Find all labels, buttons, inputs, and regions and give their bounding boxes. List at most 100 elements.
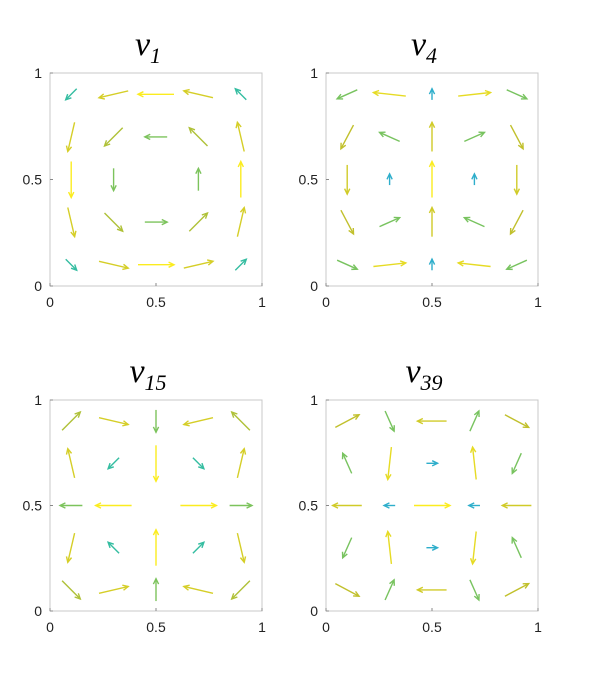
arrow-shaft <box>506 259 528 270</box>
arrow <box>428 87 436 100</box>
arrow-shaft <box>183 585 214 594</box>
arrow <box>229 502 254 509</box>
x-tick-label: 0.5 <box>422 619 442 635</box>
arrow <box>467 502 480 509</box>
arrow <box>426 544 440 551</box>
arrow-head <box>371 89 380 97</box>
arrow-head <box>152 475 160 483</box>
arrow-head <box>341 451 348 460</box>
arrow-shaft <box>234 88 247 101</box>
arrow-head <box>469 558 477 566</box>
y-tick-label: 0 <box>34 278 42 294</box>
arrow-shaft <box>340 124 355 150</box>
arrow-head <box>399 260 408 267</box>
arrow <box>237 159 245 198</box>
arrow <box>143 133 168 141</box>
y-tick-label: 1 <box>310 392 318 408</box>
arrow <box>67 161 75 200</box>
y-tick-label: 0 <box>34 603 42 619</box>
arrow-shaft <box>67 448 76 479</box>
arrow <box>469 531 477 566</box>
arrow-head <box>473 593 480 602</box>
arrow <box>341 451 353 474</box>
arrow-head <box>462 216 471 223</box>
arrow-head <box>428 159 436 168</box>
arrow-shaft <box>61 580 81 600</box>
arrow <box>428 159 436 198</box>
arrow <box>67 207 77 239</box>
arrow <box>234 87 247 101</box>
arrow-head <box>469 445 477 453</box>
arrow-shaft <box>469 410 480 432</box>
title-symbol: v <box>411 26 427 63</box>
arrow-shaft <box>107 457 120 470</box>
arrow-head <box>431 460 440 467</box>
arrow-head <box>428 205 436 214</box>
arrow <box>509 124 524 151</box>
arrow <box>61 410 82 431</box>
arrow-shaft <box>188 127 208 147</box>
arrow-shaft <box>340 209 355 235</box>
arrow-head <box>500 502 508 509</box>
arrow <box>506 89 529 100</box>
arrow <box>385 447 393 482</box>
arrow <box>93 502 132 509</box>
arrow <box>61 580 82 601</box>
arrow-head <box>152 426 160 434</box>
arrow-shaft <box>236 532 245 563</box>
arrow-head <box>389 425 395 433</box>
arrow-head <box>122 584 130 591</box>
arrow-head <box>93 502 102 509</box>
arrow <box>428 205 436 237</box>
arrow-head <box>70 230 77 239</box>
x-tick-label: 1 <box>534 294 542 310</box>
arrow-head <box>188 126 196 134</box>
x-tick-label: 0.5 <box>422 294 442 310</box>
title-symbol: v <box>135 26 151 63</box>
arrow-head <box>161 218 169 226</box>
arrow-shaft <box>504 414 530 429</box>
arrow-shaft <box>183 417 214 426</box>
arrow-shaft <box>67 532 76 563</box>
arrow <box>110 168 117 193</box>
arrow-head <box>509 227 516 236</box>
arrow <box>462 216 485 228</box>
arrow <box>469 579 480 602</box>
arrow <box>65 122 76 154</box>
arrow <box>513 164 521 196</box>
arrow-shaft <box>379 216 400 228</box>
arrow <box>385 529 393 564</box>
arrow-head <box>58 502 66 509</box>
arrow-shaft <box>98 417 129 426</box>
arrow <box>98 260 130 271</box>
arrow <box>152 577 160 602</box>
arrow <box>235 120 245 152</box>
arrow-head <box>351 264 359 271</box>
arrow-head <box>473 409 480 418</box>
arrow-head <box>239 447 247 455</box>
arrow-shaft <box>336 89 358 100</box>
arrow-head <box>511 536 518 544</box>
arrow-head <box>478 131 486 138</box>
arrow-shaft <box>183 90 214 99</box>
arrow-shaft <box>471 447 477 480</box>
arrow <box>504 582 531 597</box>
subplot: v10 0.5 100.51 <box>23 26 267 310</box>
arrow <box>64 88 78 101</box>
arrow-shaft <box>373 262 406 268</box>
arrow-shaft <box>506 89 528 100</box>
arrow <box>65 532 76 564</box>
arrow-head <box>210 502 219 509</box>
arrow <box>58 502 83 509</box>
arrow-shaft <box>511 452 522 474</box>
arrow-shaft <box>458 91 491 97</box>
arrow-shaft <box>65 88 78 101</box>
arrow-head <box>182 584 190 591</box>
arrow-head <box>513 188 521 196</box>
arrow <box>65 258 78 272</box>
arrow-shaft <box>61 411 81 431</box>
arrow <box>335 89 358 100</box>
x-tick-label: 0 <box>46 294 54 310</box>
arrow <box>188 211 209 232</box>
arrow-shaft <box>183 260 214 269</box>
